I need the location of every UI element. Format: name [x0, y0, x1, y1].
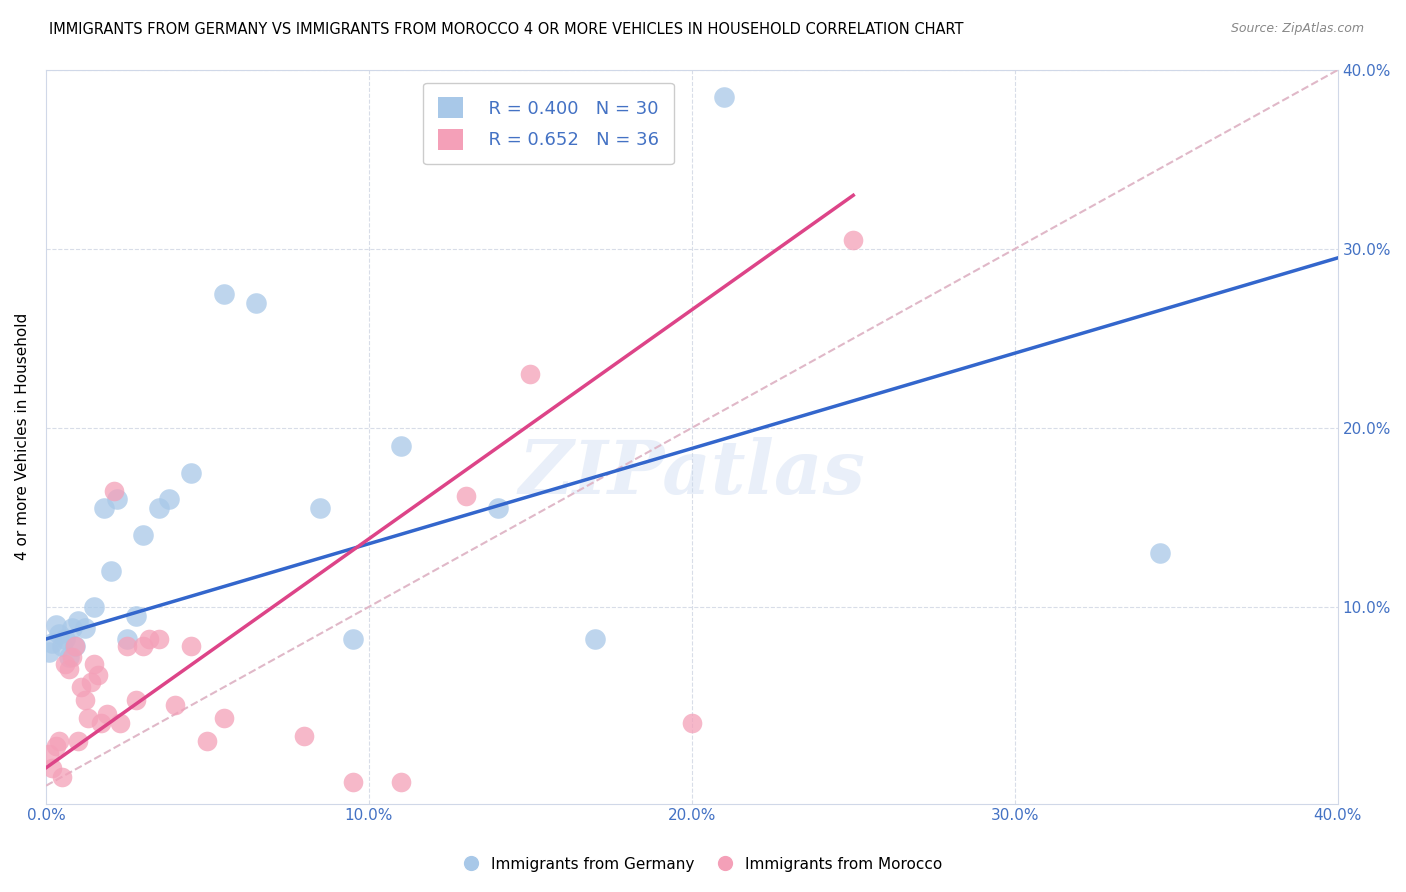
- Point: [842, 233, 865, 247]
- Point: [70, 681, 93, 695]
- Point: [1149, 546, 1171, 560]
- Text: ZIPatlas: ZIPatlas: [519, 437, 865, 509]
- Point: [165, 698, 187, 713]
- Point: [38, 747, 60, 761]
- Point: [93, 501, 115, 516]
- Point: [486, 501, 509, 516]
- Point: [96, 707, 118, 722]
- Point: [60, 621, 83, 635]
- Point: [197, 734, 219, 748]
- Point: [148, 501, 170, 516]
- Point: [180, 639, 202, 653]
- Point: [713, 90, 735, 104]
- Point: [389, 439, 412, 453]
- Point: [53, 632, 76, 646]
- Point: [38, 644, 60, 658]
- Point: [67, 734, 90, 748]
- Point: [519, 368, 541, 382]
- Point: [132, 639, 155, 653]
- Point: [115, 632, 138, 646]
- Point: [180, 466, 202, 480]
- Point: [77, 711, 100, 725]
- Point: [342, 775, 364, 789]
- Point: [157, 492, 180, 507]
- Point: [67, 614, 90, 628]
- Point: [125, 608, 148, 623]
- Point: [103, 483, 125, 498]
- Point: [41, 761, 63, 775]
- Point: [138, 632, 160, 646]
- Legend: Immigrants from Germany, Immigrants from Morocco: Immigrants from Germany, Immigrants from…: [456, 849, 950, 880]
- Point: [83, 599, 105, 614]
- Point: [389, 775, 412, 789]
- Point: [83, 657, 105, 671]
- Point: [80, 675, 103, 690]
- Point: [212, 711, 235, 725]
- Point: [53, 657, 76, 671]
- Point: [73, 693, 96, 707]
- Text: IMMIGRANTS FROM GERMANY VS IMMIGRANTS FROM MOROCCO 4 OR MORE VEHICLES IN HOUSEHO: IMMIGRANTS FROM GERMANY VS IMMIGRANTS FR…: [49, 22, 963, 37]
- Point: [45, 617, 67, 632]
- Point: [48, 734, 70, 748]
- Point: [60, 649, 83, 664]
- Point: [454, 489, 477, 503]
- Point: [90, 716, 112, 731]
- Point: [115, 639, 138, 653]
- Y-axis label: 4 or more Vehicles in Household: 4 or more Vehicles in Household: [15, 313, 30, 560]
- Point: [212, 286, 235, 301]
- Legend:   R = 0.400   N = 30,   R = 0.652   N = 36: R = 0.400 N = 30, R = 0.652 N = 36: [423, 83, 673, 164]
- Point: [342, 632, 364, 646]
- Point: [73, 621, 96, 635]
- Point: [245, 295, 267, 310]
- Point: [309, 501, 332, 516]
- Point: [681, 716, 703, 731]
- Point: [132, 528, 155, 542]
- Point: [110, 716, 132, 731]
- Point: [292, 729, 315, 743]
- Text: Source: ZipAtlas.com: Source: ZipAtlas.com: [1230, 22, 1364, 36]
- Point: [58, 662, 80, 676]
- Point: [583, 632, 606, 646]
- Point: [51, 639, 73, 653]
- Point: [41, 635, 63, 649]
- Point: [125, 693, 148, 707]
- Point: [63, 639, 86, 653]
- Point: [51, 770, 73, 784]
- Point: [86, 668, 108, 682]
- Point: [63, 639, 86, 653]
- Point: [45, 739, 67, 754]
- Point: [58, 649, 80, 664]
- Point: [105, 492, 128, 507]
- Point: [148, 632, 170, 646]
- Point: [48, 626, 70, 640]
- Point: [100, 564, 122, 578]
